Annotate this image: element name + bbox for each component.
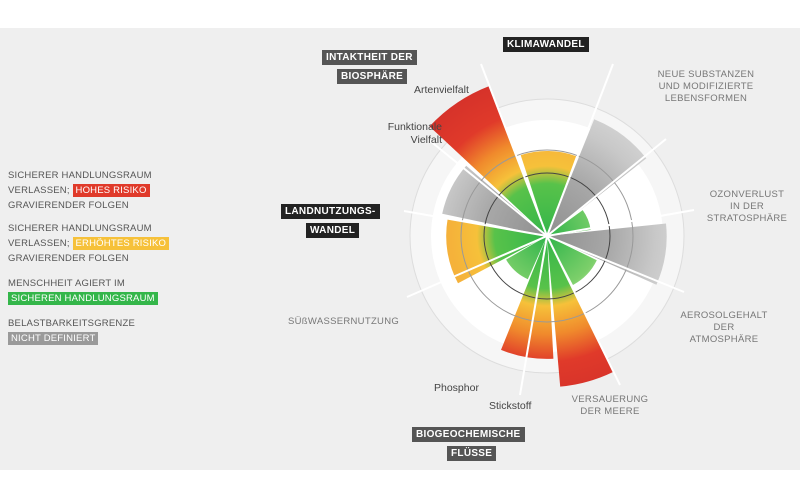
label-biogeochemische-2: FLÜSSE — [447, 446, 497, 461]
label-versauerung: VERSAUERUNG DER MEERE — [571, 394, 649, 417]
legend-text: VERLASSEN; — [8, 185, 70, 196]
label-phosphor: Phosphor — [434, 382, 479, 394]
label-suesswassernutzung: SÜßWASSERNUTZUNG — [288, 316, 400, 327]
legend-text: VERLASSEN; — [8, 238, 70, 249]
label-klimawandel: KLIMAWANDEL — [503, 37, 589, 52]
wedge-phosphor — [501, 236, 554, 359]
increased-risk-badge: ERHÖHTES RISIKO — [72, 237, 170, 250]
wedge-aerosol — [547, 223, 667, 285]
legend-safe: MENSCHHEIT AGIERT IM SICHEREN HANDLUNGSR… — [8, 276, 158, 306]
legend-text: BELASTBARKEITSGRENZE — [8, 318, 136, 329]
not-defined-badge: NICHT DEFINIERT — [8, 332, 99, 345]
legend-text: GRAVIERENDER FOLGEN — [8, 200, 129, 211]
wedge-suesswasser — [506, 236, 547, 280]
boundary-circle — [460, 149, 634, 323]
legend-not-defined: BELASTBARKEITSGRENZE NICHT DEFINIERT — [8, 316, 135, 346]
label-landnutzung: LANDNUTZUNGS- — [281, 204, 380, 219]
legend-increased-risk: SICHERER HANDLUNGSRAUM VERLASSEN; ERHÖHT… — [8, 221, 170, 266]
label-landnutzung-2: WANDEL — [306, 223, 360, 238]
spokes — [403, 63, 695, 396]
legend-high-risk: SICHERER HANDLUNGSRAUM VERLASSEN; HOHES … — [8, 168, 152, 213]
label-biosphaere-2: BIOSPHÄRE — [337, 69, 408, 84]
safe-zone-badge: SICHEREN HANDLUNGSRAUM — [8, 292, 158, 305]
wedge-substanzen — [547, 119, 647, 236]
wedge-klimawandel — [520, 150, 577, 236]
legend-text: SICHERER HANDLUNGSRAUM — [8, 223, 152, 234]
label-aerosolgehalt: AEROSOLGEHALT DER ATMOSPHÄRE — [680, 310, 768, 345]
legend-text: SICHERER HANDLUNGSRAUM — [8, 170, 152, 181]
label-ozonverlust: OZONVERLUST IN DER STRATOSPHÄRE — [706, 189, 788, 224]
label-funktionale-vielfalt: Funktionale Vielfalt — [387, 121, 442, 146]
label-stickstoff: Stickstoff — [489, 400, 532, 412]
wedge-landnutzung — [446, 218, 547, 284]
label-biosphaere: INTAKTHEIT DER — [322, 50, 417, 65]
safe-zone-circle — [483, 172, 611, 300]
boundary-wedges — [429, 86, 667, 387]
label-biogeochemische: BIOGEOCHEMISCHE — [412, 427, 525, 442]
label-artenvielfalt: Artenvielfalt — [414, 84, 469, 96]
legend-text: MENSCHHEIT AGIERT IM — [8, 278, 125, 289]
label-neue-substanzen: NEUE SUBSTANZEN UND MODIFIZIERTE LEBENSFOR… — [657, 69, 755, 104]
wedge-versauerung — [547, 236, 597, 285]
wedge-stickstoff — [547, 236, 614, 387]
legend-text: GRAVIERENDER FOLGEN — [8, 253, 129, 264]
high-risk-badge: HOHES RISIKO — [72, 184, 150, 197]
wedge-artenvielfalt — [429, 86, 547, 236]
